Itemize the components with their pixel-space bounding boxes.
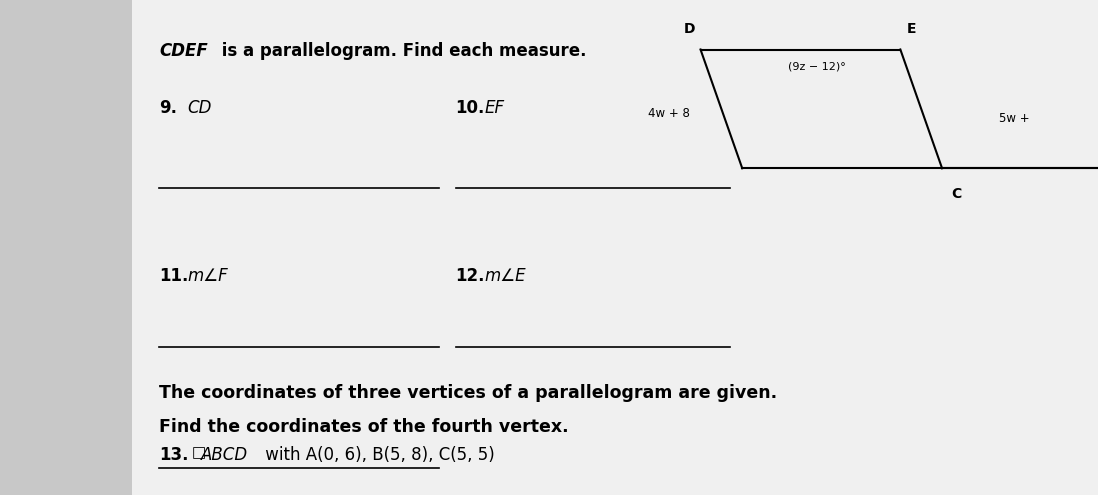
Text: Find the coordinates of the fourth vertex.: Find the coordinates of the fourth verte… [159, 418, 569, 436]
Text: 5w +: 5w + [999, 112, 1030, 125]
Text: 4w + 8: 4w + 8 [648, 107, 690, 120]
Text: CD: CD [188, 99, 212, 117]
Text: (9z − 12)°: (9z − 12)° [788, 62, 847, 72]
Text: 9.: 9. [159, 99, 177, 117]
Text: ABCD: ABCD [201, 446, 248, 463]
Text: 12.: 12. [456, 267, 485, 285]
Text: 10.: 10. [456, 99, 485, 117]
Text: C: C [951, 187, 961, 201]
Text: EF: EF [484, 99, 504, 117]
Text: □: □ [187, 446, 206, 460]
Text: 13.: 13. [159, 446, 189, 463]
Text: The coordinates of three vertices of a parallelogram are given.: The coordinates of three vertices of a p… [159, 384, 777, 401]
Text: 11.: 11. [159, 267, 189, 285]
Text: m∠F: m∠F [188, 267, 228, 285]
Text: m∠E: m∠E [484, 267, 526, 285]
FancyBboxPatch shape [132, 0, 1098, 495]
Text: is a parallelogram. Find each measure.: is a parallelogram. Find each measure. [216, 42, 586, 60]
Text: CDEF: CDEF [159, 42, 208, 60]
Text: D: D [684, 22, 695, 36]
Text: E: E [907, 22, 917, 36]
Text: with A(0, 6), B(5, 8), C(5, 5): with A(0, 6), B(5, 8), C(5, 5) [260, 446, 495, 463]
